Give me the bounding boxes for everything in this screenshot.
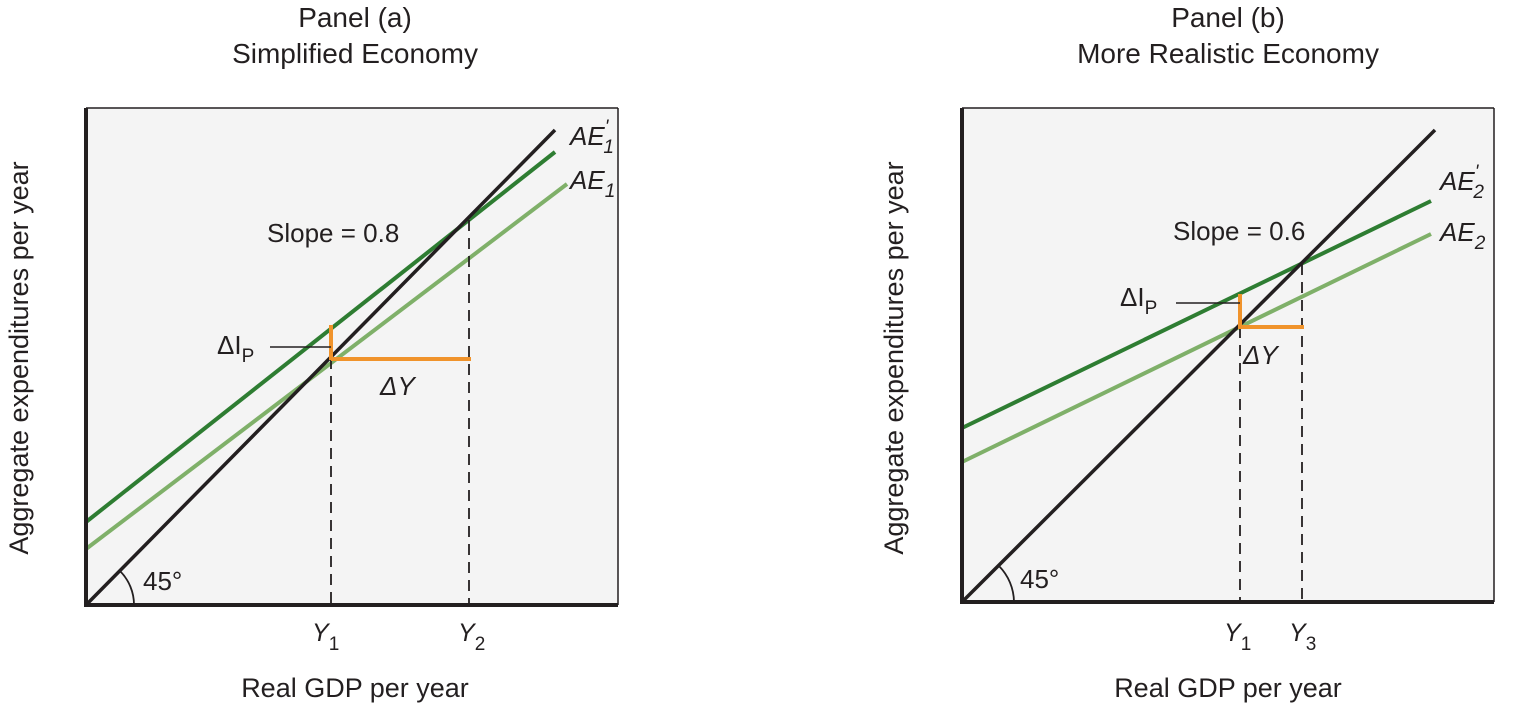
panel-a-ae-initial-label: AE1 — [568, 165, 615, 202]
panel-a-45-degree-line — [84, 128, 557, 607]
panel-a-delta-ip-sub: P — [242, 346, 255, 367]
panel-b-delta-y-label: ΔY — [1242, 340, 1279, 370]
panel-b-ae-shifted-line — [961, 199, 1432, 430]
panel-b-ae-shifted-prime: ' — [1475, 162, 1480, 183]
panel-b-ae-initial-line — [961, 232, 1432, 464]
panel-b-delta-ip-sub: P — [1145, 298, 1158, 319]
panel-a-ae-initial-line — [84, 182, 569, 551]
panel-b-ae-initial-sub: 2 — [1474, 233, 1486, 254]
panel-a-tick-y1: Y1 — [312, 619, 339, 655]
panel-a-ae-initial-base: AE — [568, 165, 605, 195]
panel-a-angle-label: 45° — [143, 566, 182, 596]
panel-b-45-degree-line — [960, 128, 1437, 604]
panel-a-x-axis-label: Real GDP per year — [241, 673, 469, 703]
panel-b-tick-y3: Y3 — [1289, 619, 1316, 655]
panel-b-angle-arc — [998, 565, 1015, 603]
panel-a-ae-shifted-sub: 1 — [603, 137, 614, 158]
panel-a-ae-shifted-line — [84, 150, 557, 524]
panel-a-delta-ip-symbol: ΔI — [217, 330, 242, 360]
panel-b-tick-y3-base: Y — [1289, 619, 1308, 647]
panel-b-tick-y1: Y1 — [1224, 619, 1251, 655]
panel-a-ae-initial-sub: 1 — [605, 181, 616, 202]
panel-a-tick-y2: Y2 — [458, 619, 485, 655]
panel-a: Panel (a) Simplified Economy 45° Slope =… — [4, 2, 619, 703]
panel-a-plot-area — [86, 108, 618, 605]
panel-b-delta-ip-symbol: ΔI — [1120, 282, 1145, 312]
panel-a-ae-shifted-prime: ' — [605, 117, 610, 138]
panel-a-title: Panel (a) — [298, 2, 412, 33]
panel-b-tick-y3-sub: 3 — [1306, 634, 1317, 655]
panel-b-ae-initial-label: AE2 — [1438, 217, 1486, 254]
panel-b-x-axis-label: Real GDP per year — [1114, 673, 1342, 703]
panel-b-ae-shifted-sub: 2 — [1472, 182, 1484, 203]
panel-b: Panel (b) More Realistic Economy 45° Slo… — [879, 2, 1495, 703]
panel-a-tick-y2-sub: 2 — [475, 634, 486, 655]
panel-b-ae-shifted-base: AE — [1438, 166, 1475, 196]
panel-b-angle-label: 45° — [1020, 564, 1059, 594]
panel-b-tick-y1-sub: 1 — [1241, 634, 1252, 655]
panel-a-angle-arc — [119, 570, 135, 606]
panel-a-ae-shifted-base: AE — [568, 121, 605, 151]
panel-b-ae-initial-base: AE — [1438, 217, 1475, 247]
panel-b-y-axis-label: Aggregate expenditures per year — [879, 161, 909, 554]
panel-b-tick-y1-base: Y — [1224, 619, 1243, 647]
panel-b-ae-shifted-label: AE' 2 — [1438, 162, 1484, 203]
panel-a-tick-y1-sub: 1 — [329, 634, 340, 655]
panel-b-subtitle: More Realistic Economy — [1077, 38, 1379, 69]
panel-b-slope-label: Slope = 0.6 — [1173, 216, 1305, 246]
panel-b-delta-ip-label: ΔIP — [1120, 282, 1157, 319]
panel-a-tick-y1-base: Y — [312, 619, 331, 647]
panel-a-slope-label: Slope = 0.8 — [267, 218, 399, 248]
panel-b-title: Panel (b) — [1171, 2, 1285, 33]
panel-a-delta-ip-label: ΔIP — [217, 330, 254, 367]
panel-a-delta-y-label: ΔY — [379, 371, 416, 401]
panel-b-plot-area — [962, 108, 1494, 602]
panel-a-y-axis-label: Aggregate expenditures per year — [4, 161, 34, 554]
panel-a-tick-y2-base: Y — [458, 619, 477, 647]
panel-a-ae-shifted-label: AE' 1 — [568, 117, 614, 158]
panel-a-subtitle: Simplified Economy — [232, 38, 478, 69]
